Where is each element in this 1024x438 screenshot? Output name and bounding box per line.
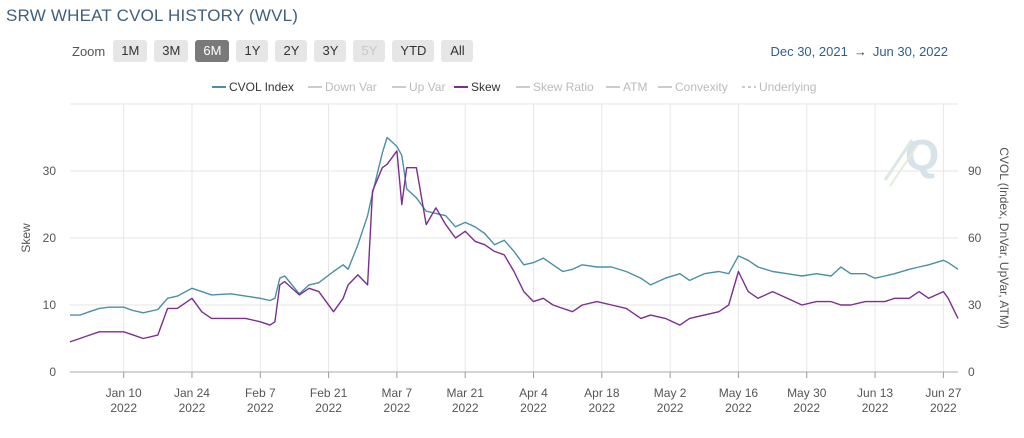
zoom-1m-button[interactable]: 1M (113, 40, 148, 62)
zoom-1y-button[interactable]: 1Y (236, 40, 269, 62)
right-tick-label: 0 (968, 365, 975, 379)
legend-item[interactable]: ATM (623, 80, 647, 94)
x-tick-year: 2022 (315, 401, 342, 415)
series-line-skew (69, 150, 959, 343)
zoom-ytd-button[interactable]: YTD (392, 40, 435, 62)
zoom-5y-button: 5Y (353, 40, 386, 62)
x-tick-label: Jun 27 (925, 386, 961, 400)
x-tick-year: 2022 (657, 401, 684, 415)
series-group (69, 136, 959, 343)
range-to[interactable]: Jun 30, 2022 (872, 44, 948, 59)
range-arrow-icon: → (853, 44, 867, 59)
right-tick-label: 30 (968, 298, 982, 312)
left-tick-label: 30 (43, 164, 57, 178)
legend-item[interactable]: Up Var (409, 80, 445, 94)
zoom-3y-button[interactable]: 3Y (314, 40, 347, 62)
range-from[interactable]: Dec 30, 2021 (770, 44, 848, 59)
right-axis-title: CVOL (Index, DnVar, UpVar, ATM) (997, 147, 1011, 329)
x-tick-year: 2022 (862, 401, 889, 415)
right-tick-label: 60 (968, 231, 982, 245)
zoom-2y-button[interactable]: 2Y (275, 40, 308, 62)
legend: CVOL Index Down Var Up Var Skew Skew Ratio AT… (212, 80, 816, 94)
x-tick-label: Apr 4 (519, 386, 548, 400)
chart-title: SRW WHEAT CVOL HISTORY (WVL) (6, 6, 299, 25)
zoom-3m-button[interactable]: 3M (154, 40, 189, 62)
zoom-all-button[interactable]: All (441, 40, 474, 62)
x-tick-year: 2022 (247, 401, 274, 415)
right-tick-label: 90 (968, 164, 982, 178)
series-line-cvol-index (70, 136, 959, 316)
x-tick-label: May 30 (787, 386, 827, 400)
x-tick-year: 2022 (725, 401, 752, 415)
legend-item[interactable]: CVOL Index (229, 80, 294, 94)
x-tick-year: 2022 (179, 401, 206, 415)
x-tick-label: Feb 7 (245, 386, 276, 400)
x-tick-label: Feb 21 (310, 386, 348, 400)
x-tick-label: Jun 13 (857, 386, 893, 400)
x-tick-label: Jan 10 (106, 386, 142, 400)
x-tick-year: 2022 (930, 401, 957, 415)
x-tick-label: Jan 24 (174, 386, 210, 400)
zoom-bar: Zoom 1M 3M 6M 1Y 2Y 3Y 5Y YTD All (72, 40, 480, 62)
x-tick-label: May 2 (654, 386, 687, 400)
legend-item[interactable]: Convexity (675, 80, 728, 94)
x-tick-year: 2022 (384, 401, 411, 415)
logo-icon: Q (883, 131, 939, 187)
legend-item[interactable]: Down Var (325, 80, 377, 94)
x-tick-label: Apr 18 (584, 386, 620, 400)
date-range[interactable]: Dec 30, 2021 → Jun 30, 2022 (770, 44, 948, 59)
zoom-6m-button[interactable]: 6M (195, 40, 230, 62)
left-tick-label: 20 (43, 231, 57, 245)
left-tick-label: 0 (49, 365, 56, 379)
legend-item[interactable]: Skew Ratio (533, 80, 594, 94)
legend-item[interactable]: Underlying (759, 80, 816, 94)
x-tick-year: 2022 (110, 401, 137, 415)
zoom-label: Zoom (72, 43, 106, 59)
left-tick-label: 10 (43, 298, 57, 312)
grid-lines (70, 103, 958, 373)
x-tick-year: 2022 (452, 401, 479, 415)
x-tick-year: 2022 (793, 401, 820, 415)
x-tick-label: Mar 7 (382, 386, 413, 400)
left-axis-title: Skew (19, 223, 33, 253)
x-tick-label: May 16 (719, 386, 759, 400)
x-tick-year: 2022 (588, 401, 615, 415)
legend-item[interactable]: Skew (471, 80, 501, 94)
x-tick-year: 2022 (520, 401, 547, 415)
x-tick-label: Mar 21 (447, 386, 485, 400)
